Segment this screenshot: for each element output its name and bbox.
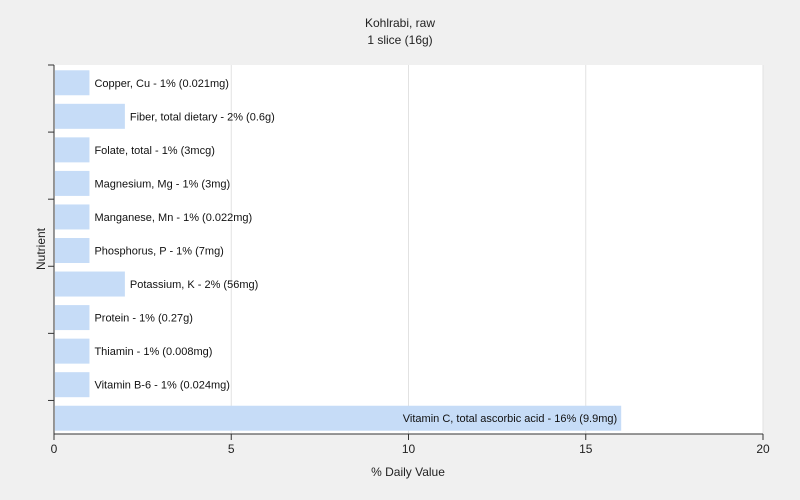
- x-tick-label: 5: [228, 442, 235, 456]
- x-tick-label: 10: [402, 442, 416, 456]
- bar: [55, 405, 622, 431]
- y-axis-label: Nutrient: [34, 227, 48, 270]
- chart-title: Kohlrabi, raw: [365, 16, 435, 30]
- bar: [55, 338, 90, 364]
- bar: [55, 204, 90, 230]
- bar-label: Fiber, total dietary - 2% (0.6g): [130, 111, 275, 123]
- axes: 0 5 10 15 20: [48, 64, 770, 456]
- bar-label: Vitamin B-6 - 1% (0.024mg): [94, 380, 230, 392]
- bar: [55, 271, 125, 297]
- bar: [55, 305, 90, 331]
- bar-label: Manganese, Mn - 1% (0.022mg): [94, 212, 252, 224]
- bar: [55, 137, 90, 163]
- x-tick-label: 20: [756, 442, 770, 456]
- bar-label: Magnesium, Mg - 1% (3mg): [94, 178, 230, 190]
- x-tick-label: 15: [579, 442, 593, 456]
- bar: [55, 238, 90, 263]
- bar-label: Thiamin - 1% (0.008mg): [94, 346, 212, 358]
- bar-label: Potassium, K - 2% (56mg): [130, 279, 258, 291]
- bar-label: Copper, Cu - 1% (0.021mg): [94, 78, 229, 90]
- bars: Copper, Cu - 1% (0.021mg) Fiber, total di…: [55, 70, 622, 431]
- bar: [55, 103, 125, 129]
- gridlines: [230, 65, 764, 434]
- bar: [55, 372, 90, 398]
- chart-subtitle: 1 slice (16g): [367, 33, 432, 47]
- bar-label: Protein - 1% (0.27g): [94, 313, 192, 325]
- bar: [55, 170, 90, 196]
- bar-label: Folate, total - 1% (3mcg): [94, 145, 214, 157]
- bar-label: Vitamin C, total ascorbic acid - 16% (9.…: [403, 413, 617, 425]
- bar-label: Phosphorus, P - 1% (7mg): [94, 246, 223, 258]
- bar: [55, 70, 90, 96]
- x-axis-label: % Daily Value: [371, 465, 445, 479]
- x-tick-label: 0: [51, 442, 58, 456]
